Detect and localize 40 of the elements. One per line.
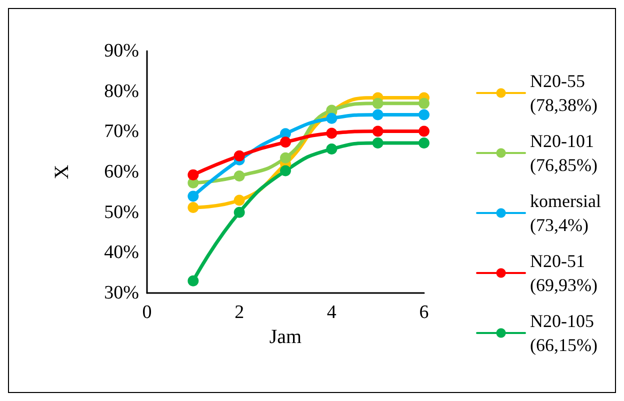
point <box>418 98 430 109</box>
y-tick-label: 60% <box>104 162 140 182</box>
point <box>234 206 245 218</box>
point <box>234 150 245 162</box>
y-tick-label: 90% <box>104 40 140 62</box>
y-tick-label: 80% <box>104 80 140 102</box>
point <box>372 137 384 148</box>
legend-label: N20-105 (66,15%) <box>530 311 598 355</box>
point <box>418 137 430 148</box>
x-tick-label: 6 <box>419 302 429 323</box>
y-tick-label: 50% <box>104 202 140 223</box>
y-tick-label: 40% <box>104 242 140 264</box>
point <box>280 152 291 164</box>
x-tick-label: 4 <box>326 302 337 323</box>
point <box>188 190 199 202</box>
point <box>234 170 245 182</box>
y-axis-title: X <box>51 164 73 180</box>
point <box>326 112 338 124</box>
point <box>372 126 384 137</box>
x-tick-label: 2 <box>234 302 244 323</box>
legend-label: N20-51 (69,93%) <box>530 251 598 295</box>
point <box>280 136 291 148</box>
point <box>188 169 199 180</box>
legend-label: N20-101 (76,85%) <box>530 131 598 175</box>
point <box>234 194 245 206</box>
legend-label: komersial (73,4%) <box>530 191 602 235</box>
point <box>326 128 338 139</box>
point <box>372 98 384 109</box>
point <box>326 144 338 155</box>
point <box>418 109 430 120</box>
x-axis-title: Jam <box>269 326 302 348</box>
legend-label: N20-55 (78,38%) <box>530 71 598 115</box>
x-tick-label: 0 <box>142 302 152 323</box>
point <box>372 109 384 120</box>
point <box>418 126 430 137</box>
y-tick-label: 70% <box>104 121 140 142</box>
point <box>188 275 199 286</box>
point <box>280 165 291 176</box>
y-tick-label: 30% <box>104 282 140 304</box>
point <box>188 202 199 213</box>
